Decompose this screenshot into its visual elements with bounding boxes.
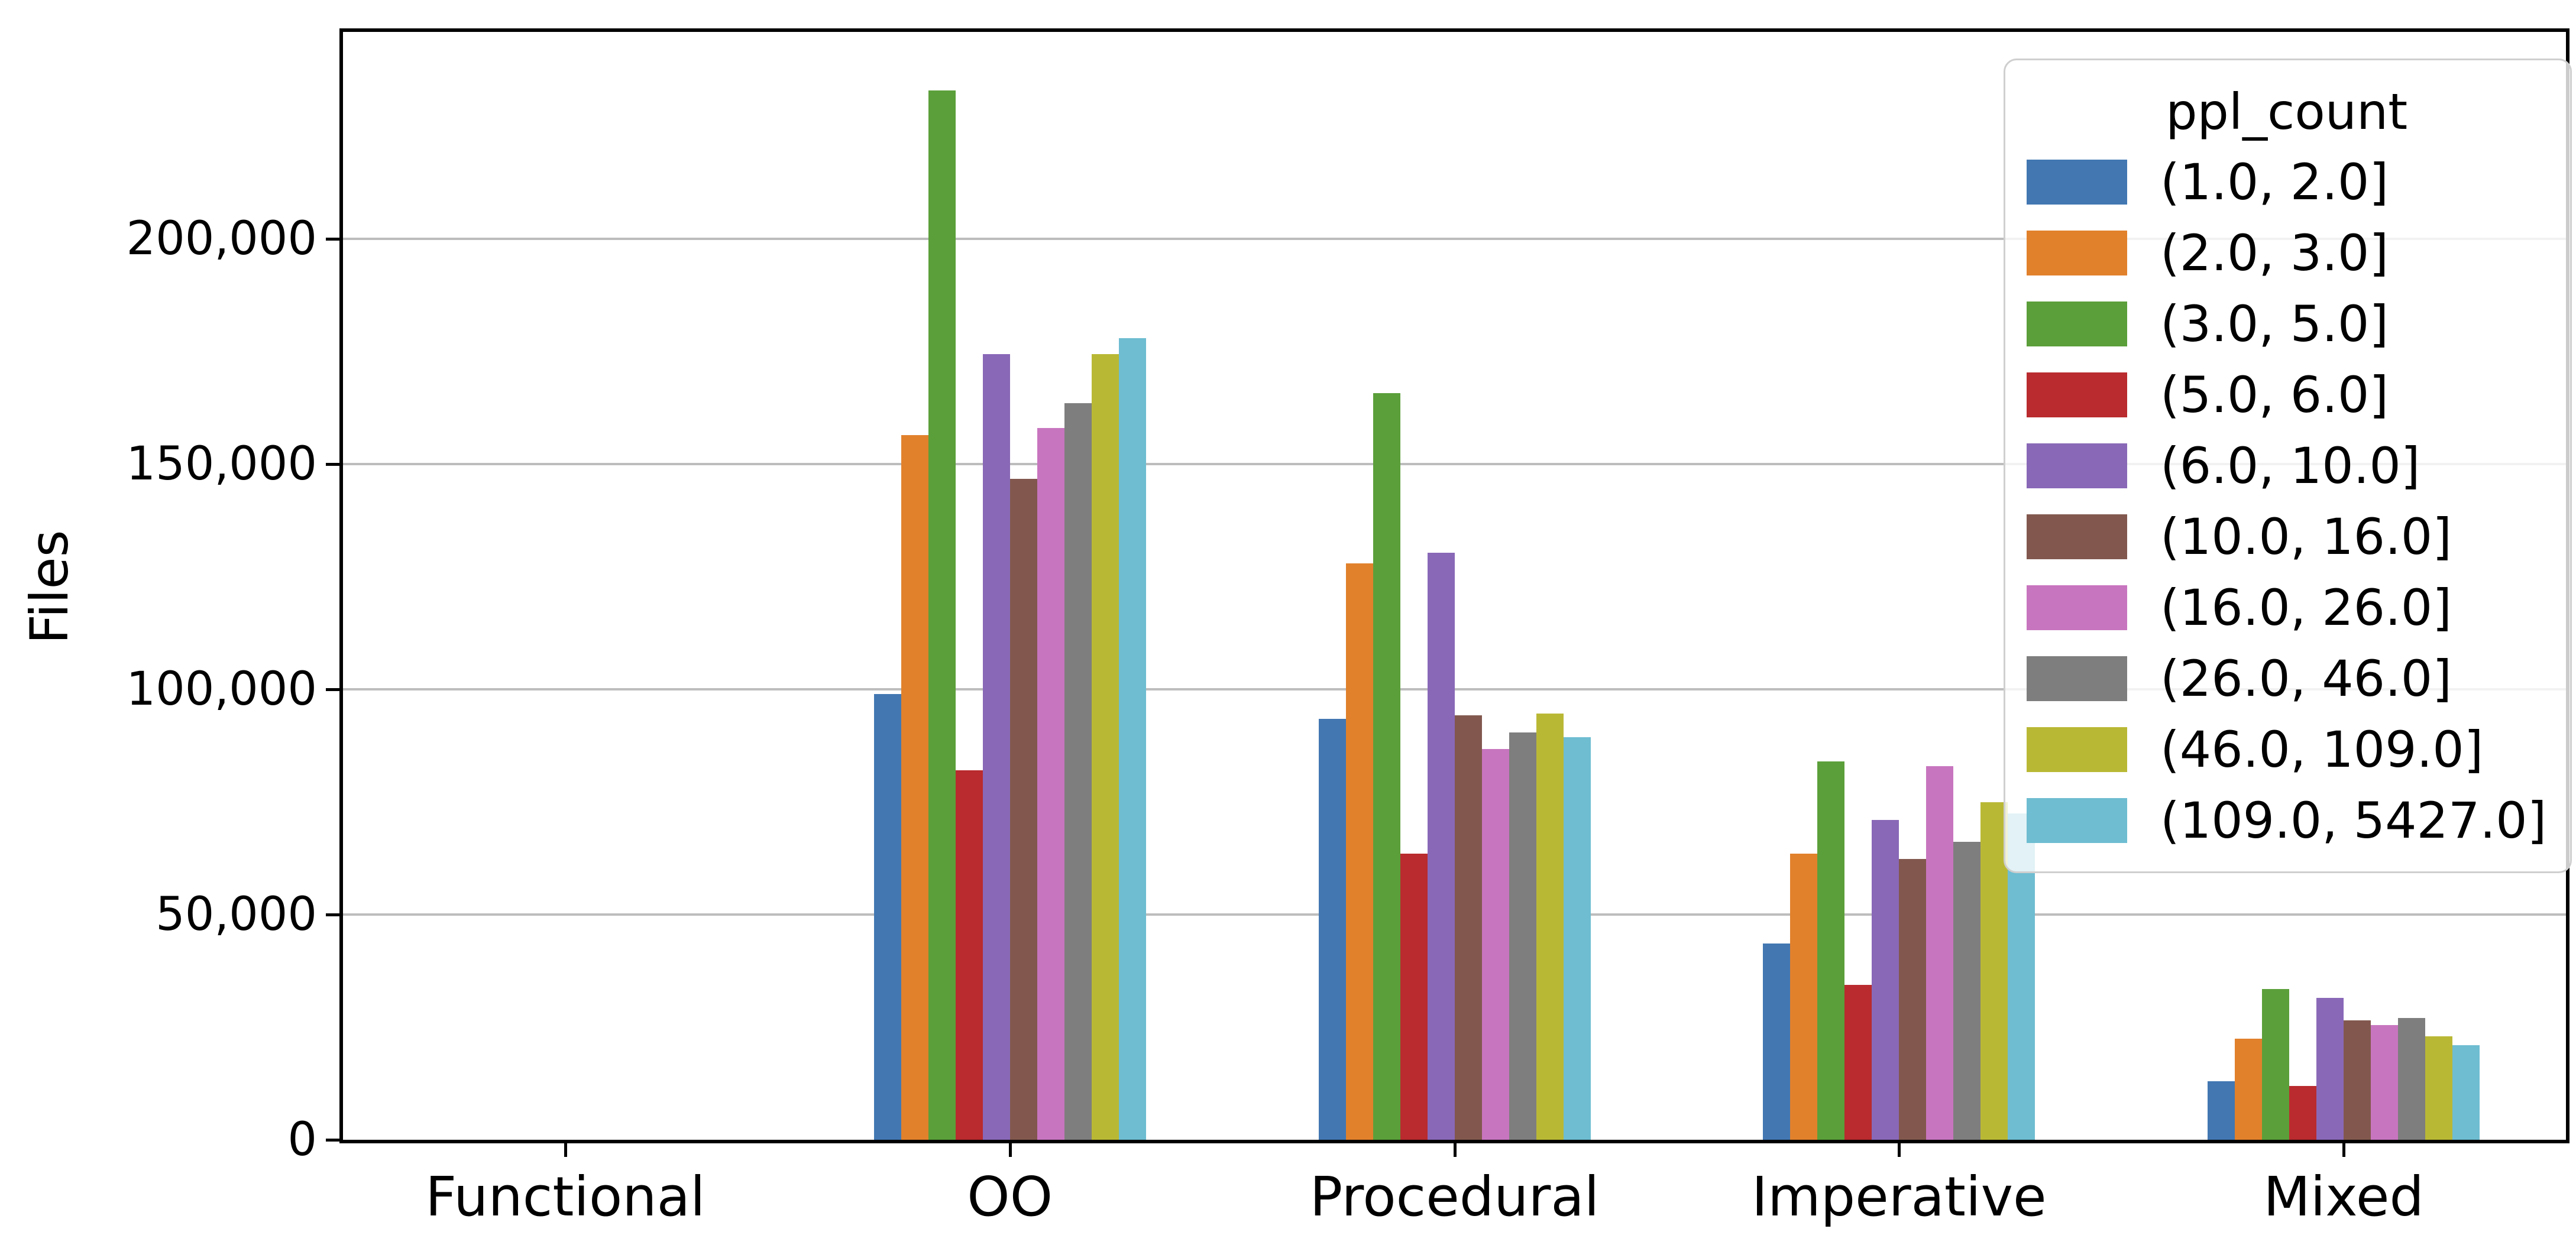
legend-item: (26.0, 46.0]: [2027, 643, 2546, 714]
bar-mixed-7: [2371, 1024, 2399, 1140]
x-tick-label-mixed: Mixed: [2263, 1165, 2424, 1228]
legend-label: (6.0, 10.0]: [2160, 437, 2420, 495]
legend-item: (10.0, 16.0]: [2027, 501, 2546, 572]
bar-mixed-4: [2289, 1085, 2317, 1140]
legend-title: ppl_count: [2166, 83, 2408, 141]
bar-imperative-5: [1872, 820, 1899, 1140]
bar-oo-6: [1009, 478, 1037, 1140]
bar-oo-10: [1118, 338, 1146, 1140]
bar-procedural-3: [1373, 393, 1400, 1140]
x-tick-imperative: [1898, 1143, 1901, 1157]
bar-oo-7: [1037, 428, 1064, 1140]
bar-mixed-3: [2262, 988, 2290, 1140]
legend-item: (109.0, 5427.0]: [2027, 785, 2546, 856]
legend-label: (26.0, 46.0]: [2160, 650, 2452, 708]
bar-mixed-8: [2398, 1018, 2426, 1140]
legend-item: (16.0, 26.0]: [2027, 572, 2546, 643]
legend-item: (1.0, 2.0]: [2027, 147, 2546, 218]
x-tick-label-procedural: Procedural: [1309, 1165, 1600, 1228]
legend-label: (46.0, 109.0]: [2160, 721, 2484, 779]
bar-imperative-1: [1763, 943, 1791, 1140]
bar-oo-2: [901, 435, 928, 1140]
y-tick-50,000: [326, 913, 339, 917]
bar-procedural-4: [1400, 854, 1428, 1140]
plot-area: ppl_count (1.0, 2.0] (2.0, 3.0] (3.0, 5.0]…: [339, 28, 2572, 1143]
y-tick-150,000: [326, 463, 339, 466]
bar-oo-3: [928, 90, 956, 1140]
bar-imperative-3: [1817, 761, 1845, 1140]
bar-procedural-10: [1563, 737, 1591, 1140]
gridline-200,000: [343, 238, 2566, 241]
y-tick-label-50,000: 50,000: [156, 888, 317, 942]
y-tick-200,000: [326, 238, 339, 241]
legend-swatch: [2027, 585, 2127, 630]
y-tick-100,000: [326, 688, 339, 692]
x-tick-label-functional: Functional: [425, 1165, 706, 1228]
bar-procedural-7: [1481, 748, 1509, 1140]
legend: ppl_count (1.0, 2.0] (2.0, 3.0] (3.0, 5.0]…: [2004, 59, 2572, 873]
y-tick-label-100,000: 100,000: [126, 663, 317, 716]
legend-item: (3.0, 5.0]: [2027, 288, 2546, 359]
y-tick-0: [326, 1139, 339, 1142]
bar-procedural-8: [1509, 732, 1536, 1140]
bar-oo-1: [873, 693, 901, 1140]
legend-swatch: [2027, 727, 2127, 772]
bar-imperative-4: [1844, 984, 1872, 1140]
legend-item: (46.0, 109.0]: [2027, 714, 2546, 785]
bar-mixed-2: [2235, 1038, 2263, 1140]
legend-swatch: [2027, 372, 2127, 417]
legend-items: (1.0, 2.0] (2.0, 3.0] (3.0, 5.0] (5.0, 6.0]…: [2027, 147, 2546, 856]
legend-label: (109.0, 5427.0]: [2160, 792, 2547, 850]
bar-imperative-7: [1926, 766, 1954, 1140]
gridline-100,000: [343, 688, 2566, 691]
legend-label: (10.0, 16.0]: [2160, 508, 2452, 566]
bar-oo-5: [982, 354, 1010, 1140]
bar-procedural-1: [1318, 718, 1346, 1140]
bar-oo-8: [1064, 403, 1092, 1140]
bar-mixed-9: [2425, 1036, 2453, 1140]
bar-mixed-10: [2452, 1045, 2480, 1140]
x-tick-label-oo: OO: [967, 1165, 1053, 1228]
bar-procedural-9: [1536, 714, 1564, 1140]
x-tick-mixed: [2342, 1143, 2346, 1157]
bar-mixed-5: [2316, 998, 2344, 1140]
x-tick-functional: [564, 1143, 567, 1157]
bar-mixed-1: [2208, 1081, 2235, 1140]
bar-procedural-2: [1345, 563, 1373, 1140]
bar-imperative-6: [1899, 859, 1927, 1140]
legend-item: (6.0, 10.0]: [2027, 430, 2546, 501]
y-tick-label-200,000: 200,000: [126, 212, 317, 266]
legend-label: (16.0, 26.0]: [2160, 579, 2452, 637]
bar-imperative-8: [1953, 842, 1981, 1140]
y-tick-label-0: 0: [287, 1113, 317, 1166]
legend-swatch: [2027, 160, 2127, 205]
legend-label: (2.0, 3.0]: [2160, 224, 2389, 282]
x-tick-procedural: [1453, 1143, 1457, 1157]
legend-label: (1.0, 2.0]: [2160, 153, 2389, 211]
legend-label: (5.0, 6.0]: [2160, 366, 2389, 424]
legend-item: (2.0, 3.0]: [2027, 218, 2546, 288]
legend-swatch: [2027, 231, 2127, 275]
legend-swatch: [2027, 514, 2127, 559]
gridline-150,000: [343, 463, 2566, 466]
bar-oo-4: [955, 770, 983, 1140]
bar-oo-9: [1091, 354, 1119, 1140]
bar-procedural-6: [1454, 715, 1482, 1140]
bar-imperative-9: [1980, 802, 2008, 1140]
bar-mixed-6: [2344, 1020, 2371, 1140]
legend-label: (3.0, 5.0]: [2160, 295, 2389, 353]
legend-swatch: [2027, 656, 2127, 701]
legend-item: (5.0, 6.0]: [2027, 359, 2546, 430]
y-tick-label-150,000: 150,000: [126, 437, 317, 491]
legend-swatch: [2027, 798, 2127, 843]
x-tick-label-imperative: Imperative: [1751, 1165, 2047, 1228]
x-tick-oo: [1008, 1143, 1012, 1157]
legend-swatch: [2027, 301, 2127, 346]
bar-procedural-5: [1427, 553, 1455, 1140]
bar-imperative-2: [1790, 854, 1818, 1140]
legend-swatch: [2027, 443, 2127, 488]
